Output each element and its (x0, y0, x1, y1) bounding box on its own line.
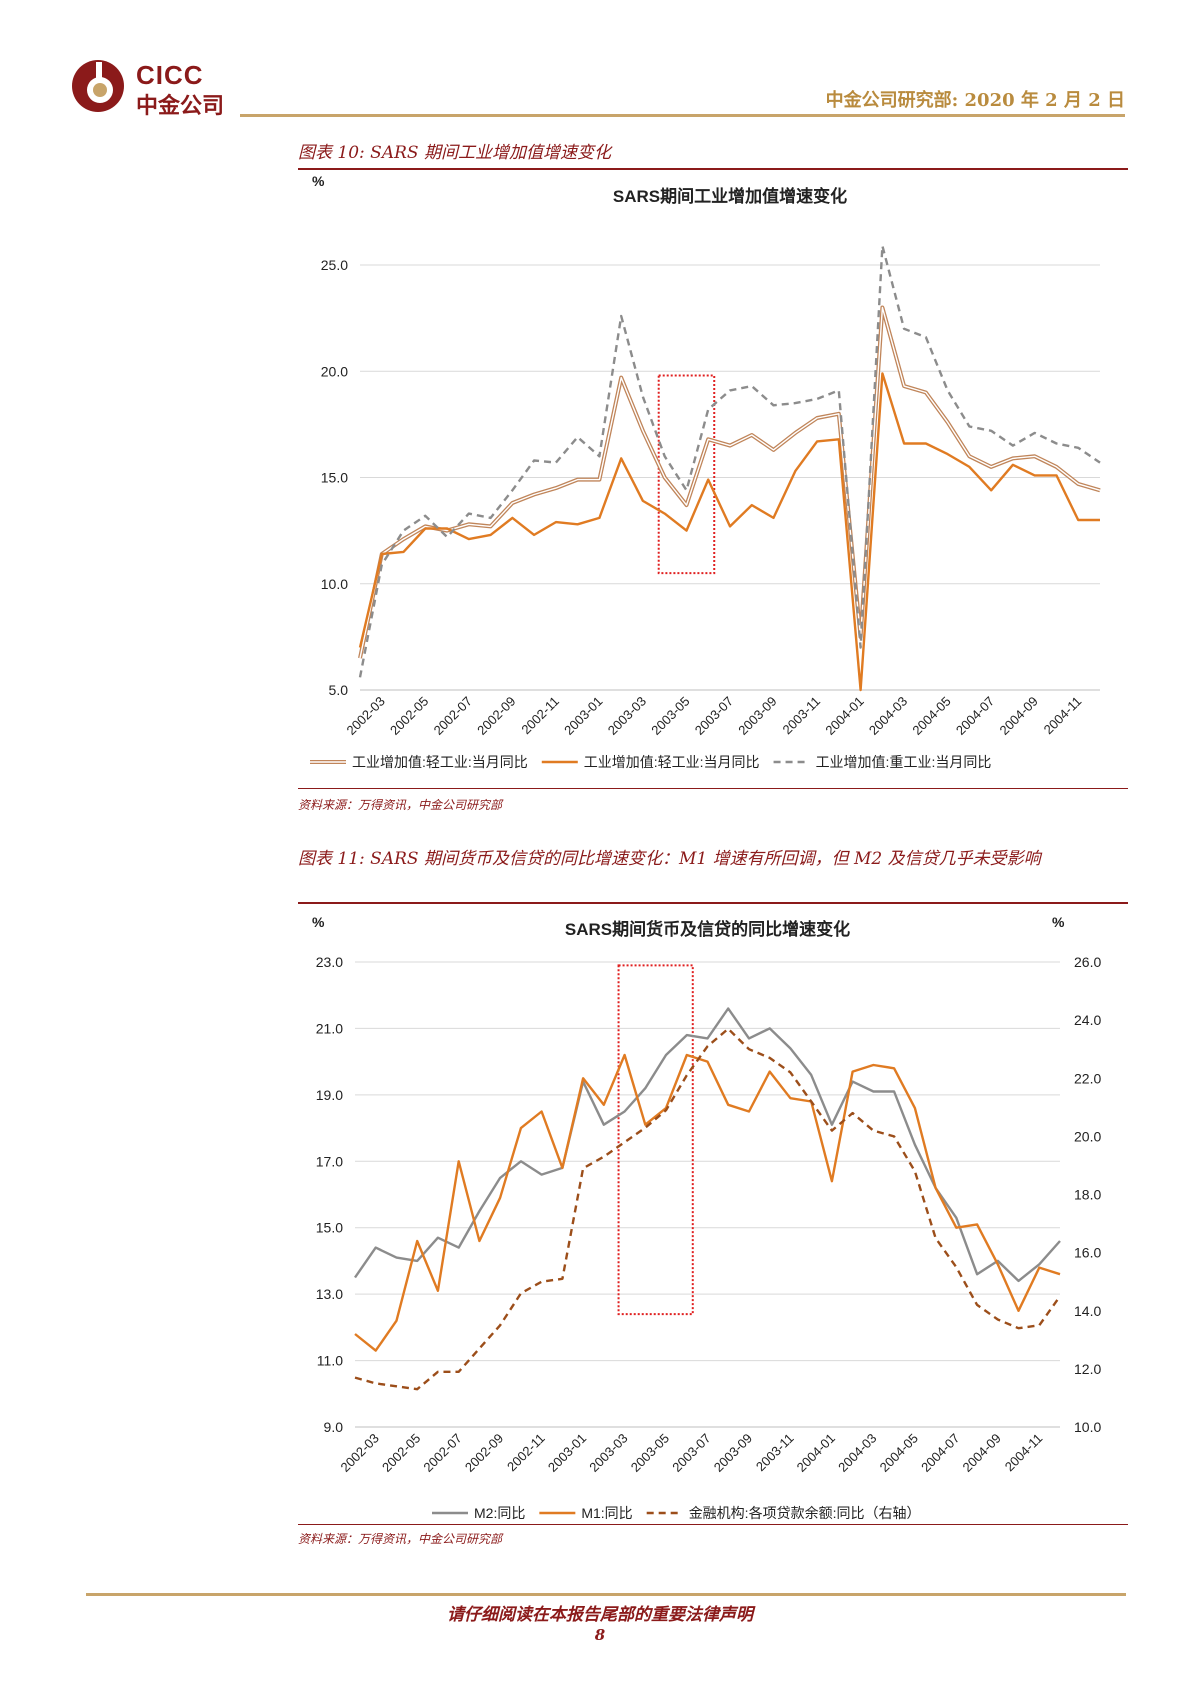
y2-axis-unit: % (1052, 914, 1065, 930)
x-tick-label: 2003-07 (669, 1431, 713, 1475)
legend-label: M2:同比 (474, 1505, 525, 1521)
x-tick-label: 2003-03 (605, 694, 649, 738)
legend-label: 金融机构:各项贷款余额:同比（右轴） (689, 1505, 921, 1521)
x-tick-label: 2004-03 (866, 694, 910, 738)
y-tick-label: 9.0 (324, 1419, 344, 1435)
logo-text-cn: 中金公司 (136, 94, 225, 119)
figure11-bottom-rule (298, 1524, 1128, 1525)
y2-tick-label: 10.0 (1074, 1419, 1101, 1435)
y2-tick-label: 22.0 (1074, 1070, 1101, 1086)
series-line-2 (358, 372, 1100, 692)
cicc-logo: CICC 中金公司 (70, 58, 230, 119)
figure10-bottom-rule (298, 788, 1128, 789)
legal-note: 请仔细阅读在本报告尾部的重要法律声明 (447, 1605, 753, 1625)
x-tick-label: 2004-01 (822, 694, 866, 738)
y2-tick-label: 20.0 (1074, 1128, 1101, 1144)
page-number: 8 (594, 1626, 606, 1644)
y2-tick-label: 18.0 (1074, 1187, 1101, 1203)
x-tick-label: 2002-07 (420, 1431, 464, 1475)
y2-tick-label: 26.0 (1074, 954, 1101, 970)
figure10-source: 资料来源：万得资讯，中金公司研究部 (298, 798, 503, 812)
x-tick-label: 2004-11 (1002, 1431, 1046, 1475)
y-tick-label: 13.0 (316, 1286, 343, 1302)
x-tick-label: 2003-05 (648, 694, 692, 738)
sars-highlight-box (657, 374, 716, 575)
figure11-chart: SARS期间货币及信贷的同比增速变化% % 9.0 11.0 13.0 15.0 17.0 1… (312, 914, 1101, 1521)
x-tick-label: 2003-03 (586, 1431, 630, 1475)
figure11-top-rule (298, 902, 1128, 904)
figure10-caption: 图表 10: SARS 期间工业增加值增速变化 (298, 143, 611, 163)
header-divider (240, 114, 1125, 117)
y-tick-label: 17.0 (316, 1153, 343, 1169)
y2-tick-label: 12.0 (1074, 1361, 1101, 1377)
figure10-chart: SARS期间工业增加值增速变化% 5.0 10.0 15.0 20.0 25.0 2002-… (310, 173, 1101, 770)
legend-label: 工业增加值:重工业:当月同比 (816, 754, 992, 770)
legend-label: 工业增加值:轻工业:当月同比 (584, 754, 760, 770)
x-tick-label: 2004-07 (953, 694, 997, 738)
y-tick-label: 25.0 (321, 257, 348, 273)
x-tick-label: 2004-07 (918, 1431, 962, 1475)
x-tick-label: 2002-05 (387, 694, 431, 738)
y-tick-label: 5.0 (329, 682, 349, 698)
series-line-3 (358, 244, 1101, 678)
series-line-2 (354, 1053, 1061, 1352)
x-tick-label: 2003-01 (561, 694, 605, 738)
chart-title: SARS期间货币及信贷的同比增速变化 (565, 919, 850, 939)
y-tick-label: 23.0 (316, 954, 343, 970)
y-tick-label: 19.0 (316, 1087, 343, 1103)
x-tick-label: 2003-11 (780, 694, 824, 738)
legend-label: 工业增加值:轻工业:当月同比 (352, 754, 528, 770)
x-tick-label: 2004-05 (877, 1431, 921, 1475)
y-tick-label: 20.0 (321, 363, 348, 379)
x-tick-label: 2004-01 (794, 1431, 838, 1475)
figure11-caption: 图表 11: SARS 期间货币及信贷的同比增速变化：M1 增速有所回调，但 M… (298, 849, 1041, 869)
footer-divider (86, 1593, 1126, 1596)
x-tick-label: 2003-05 (628, 1431, 672, 1475)
x-tick-label: 2002-11 (504, 1431, 548, 1475)
figure10-top-rule (298, 168, 1128, 170)
y-axis-unit: % (312, 173, 325, 189)
x-tick-label: 2002-09 (474, 694, 518, 738)
legend-label: M1:同比 (581, 1505, 632, 1521)
y-tick-label: 10.0 (321, 576, 348, 592)
cicc-logo-icon (72, 60, 124, 112)
x-tick-label: 2004-03 (835, 1431, 879, 1475)
x-tick-label: 2004-05 (909, 694, 953, 738)
x-tick-label: 2004-09 (960, 1431, 1004, 1475)
x-tick-label: 2002-03 (344, 694, 388, 738)
x-tick-label: 2003-09 (711, 1431, 755, 1475)
y-axis-unit: % (312, 914, 325, 930)
x-tick-label: 2003-11 (753, 1431, 797, 1475)
x-tick-label: 2003-09 (735, 694, 779, 738)
figure11-source: 资料来源：万得资讯，中金公司研究部 (298, 1532, 503, 1546)
logo-text-en: CICC (136, 60, 204, 90)
y2-tick-label: 16.0 (1074, 1245, 1101, 1261)
series-line-1-inner (359, 306, 1101, 659)
x-tick-label: 2004-09 (996, 694, 1040, 738)
series-line-1 (354, 1007, 1061, 1283)
y-tick-label: 11.0 (317, 1353, 343, 1369)
series-line-3 (354, 1027, 1061, 1391)
y2-tick-label: 24.0 (1074, 1012, 1101, 1028)
y2-tick-label: 14.0 (1074, 1303, 1101, 1319)
y-tick-label: 21.0 (316, 1020, 343, 1036)
x-tick-label: 2003-01 (545, 1431, 589, 1475)
sars-highlight-box (617, 964, 694, 1316)
x-tick-label: 2003-07 (692, 694, 736, 738)
y-tick-label: 15.0 (316, 1220, 343, 1236)
x-tick-label: 2002-11 (518, 694, 562, 738)
y-tick-label: 15.0 (321, 470, 348, 486)
series-line-1 (358, 305, 1101, 659)
x-tick-label: 2002-03 (338, 1431, 382, 1475)
x-tick-label: 2002-05 (379, 1431, 423, 1475)
chart-title: SARS期间工业增加值增速变化 (613, 186, 847, 206)
x-tick-label: 2004-11 (1041, 694, 1085, 738)
x-tick-label: 2002-07 (431, 694, 475, 738)
x-tick-label: 2002-09 (462, 1431, 506, 1475)
report-info: 中金公司研究部: 2020 年 2 月 2 日 (825, 90, 1125, 111)
